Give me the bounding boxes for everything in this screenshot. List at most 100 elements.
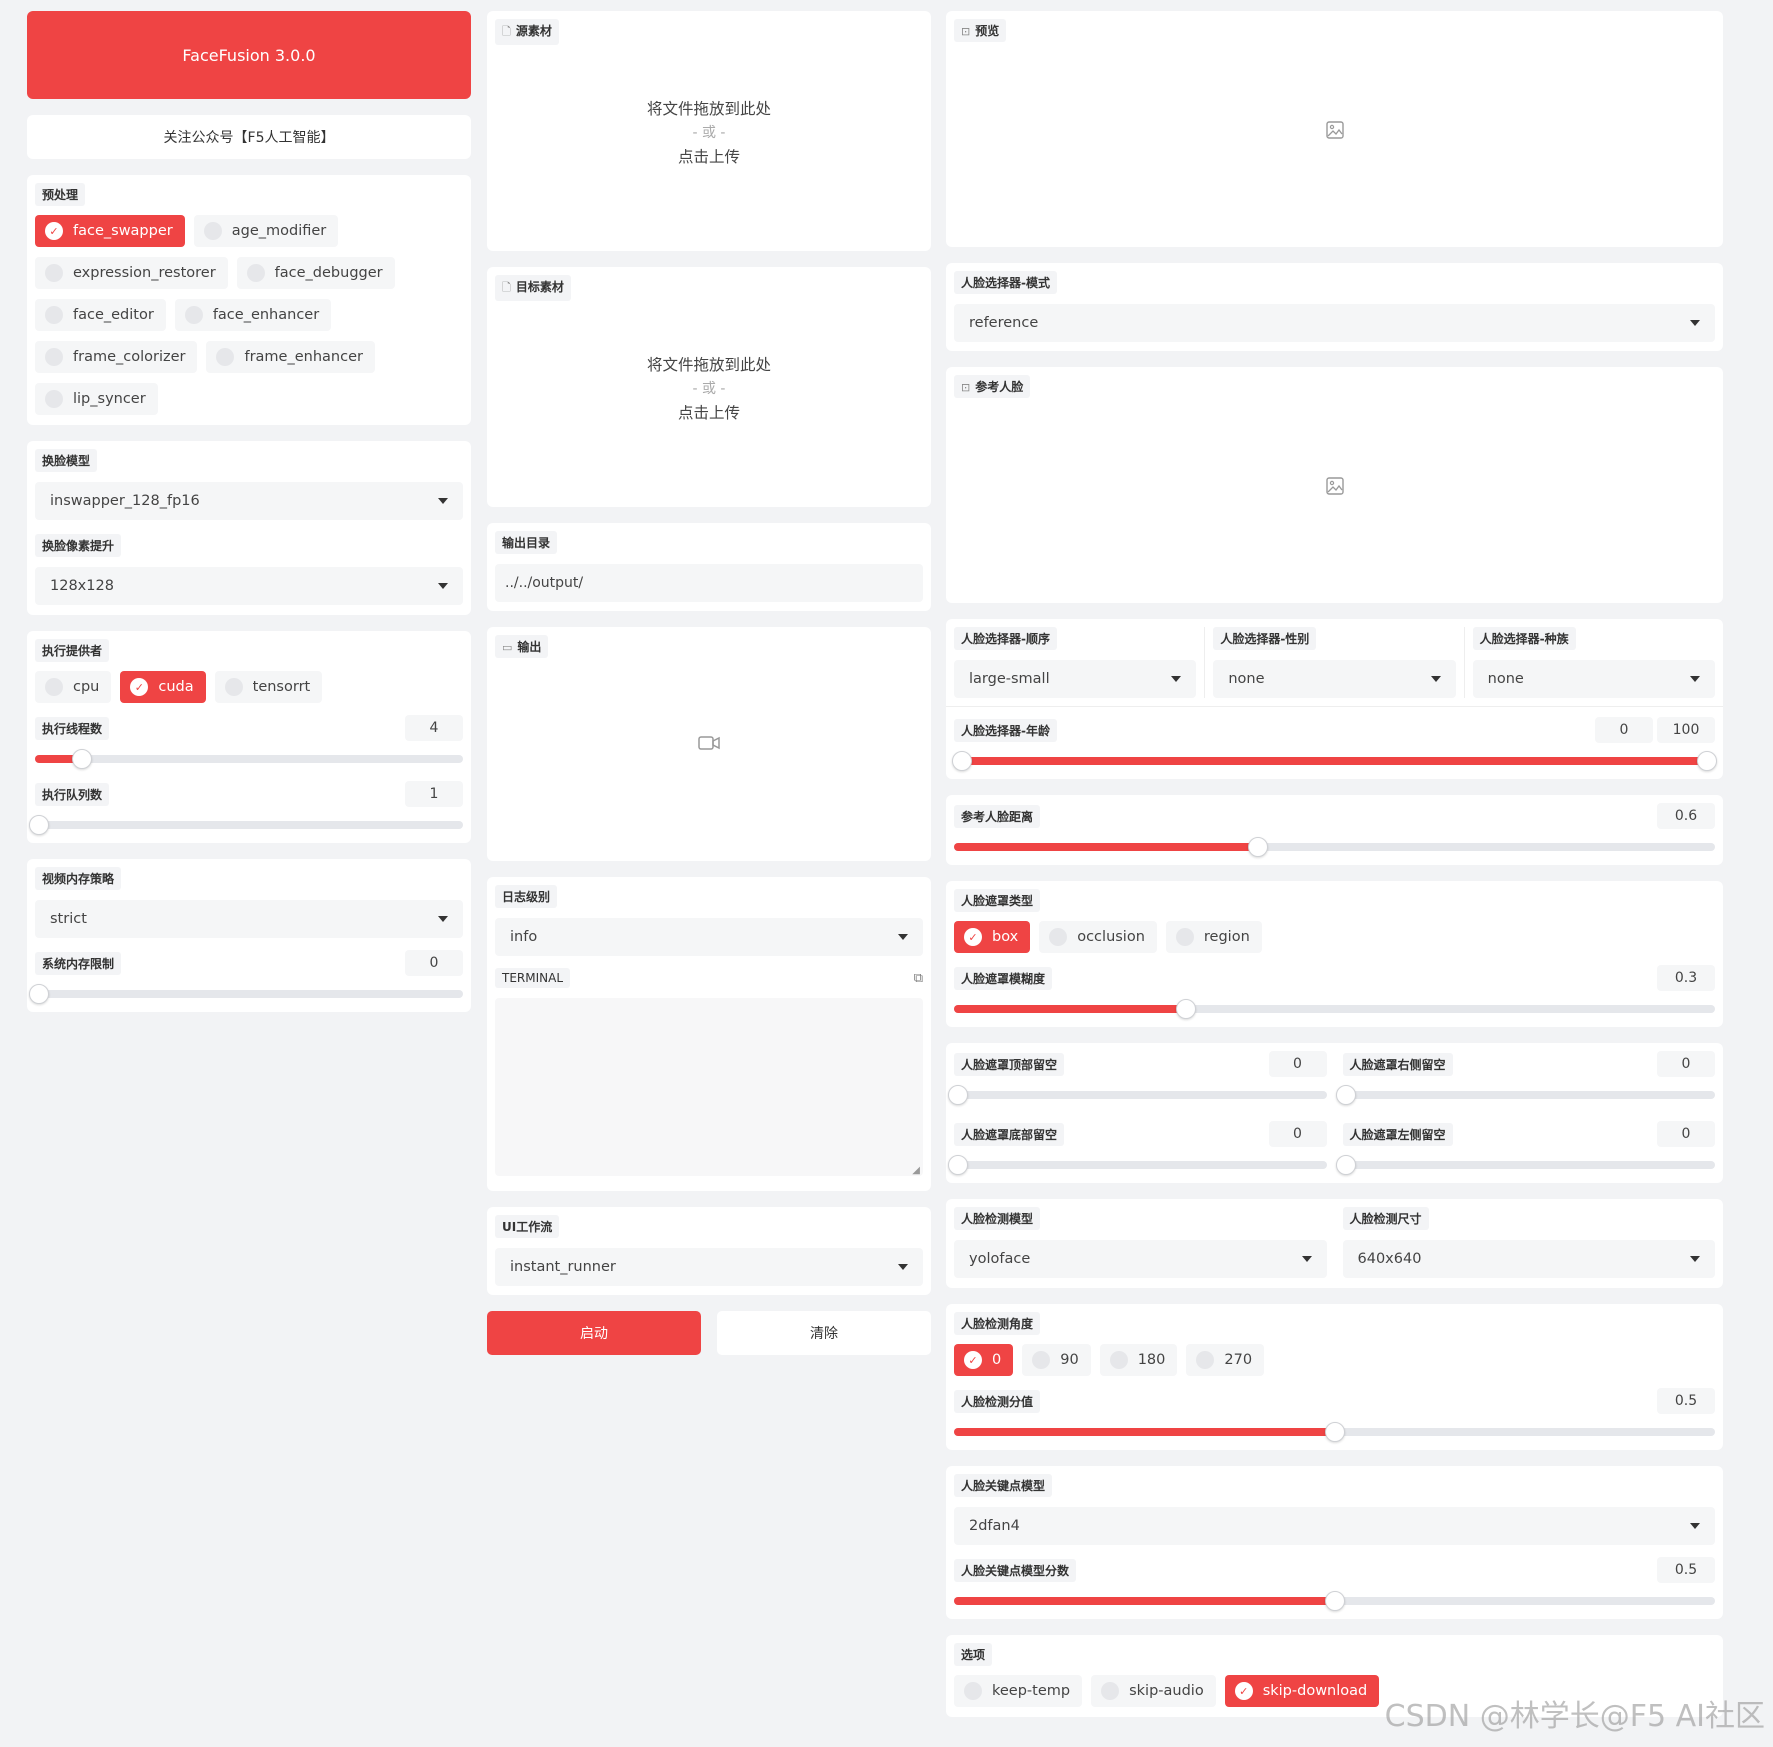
execution-threads-input[interactable]: 4 [405,715,463,741]
face-selector-age-min-input[interactable]: 0 [1595,717,1653,743]
face-detector-score-input[interactable]: 0.5 [1657,1388,1715,1414]
slider-thumb[interactable] [1248,837,1269,857]
slider-thumb[interactable] [1324,1591,1345,1611]
checkbox-face-enhancer[interactable]: face_enhancer [174,299,332,331]
face-selector-mode-select[interactable]: reference [954,304,1715,342]
checkbox-lip-syncer[interactable]: lip_syncer [35,383,158,415]
right-column: ⊡ 预览 人脸选择器-模式 reference ⊡ 参考人脸 人脸选择器-顺序 la… [946,11,1723,1733]
reference-distance-input[interactable]: 0.6 [1657,803,1715,829]
checkbox-face-debugger[interactable]: face_debugger [236,257,395,289]
memory-limit-label: 系统内存限制 [35,951,122,975]
execution-threads-slider[interactable] [35,749,463,769]
copy-icon[interactable]: ⧉ [913,970,923,986]
swap-pixel-boost-value: 128x128 [50,578,114,594]
slider-thumb-max[interactable] [1697,751,1718,771]
face-mask-pad-left-slider[interactable] [1336,1155,1715,1175]
checkbox-cuda[interactable]: ✓ cuda [120,671,206,703]
slider-thumb[interactable] [29,815,50,835]
preview-image-placeholder [954,42,1715,217]
face-mask-pad-top: 人脸遮罩顶部留空 0 [947,1051,1327,1105]
checkbox-270[interactable]: 270 [1186,1344,1265,1376]
face-detector-model-select[interactable]: yoloface [954,1240,1327,1278]
checkbox-box[interactable]: ✓ box [954,921,1031,953]
checkbox-frame-enhancer[interactable]: frame_enhancer [206,341,375,373]
checkbox-skip-audio[interactable]: skip-audio [1091,1675,1216,1707]
terminal-output[interactable]: ◢ [495,998,923,1176]
slider-thumb-min[interactable] [951,751,972,771]
checkbox-cpu[interactable]: cpu [35,671,112,703]
source-upload-dropzone[interactable]: 将文件拖放到此处 - 或 - 点击上传 [495,63,923,203]
execution-queue-input[interactable]: 1 [405,781,463,807]
checkbox-region[interactable]: region [1165,921,1262,953]
chevron-down-icon [1690,320,1700,326]
face-selector-gender-select[interactable]: none [1213,660,1456,698]
checkmark-icon: ✓ [1234,1682,1253,1700]
execution-queue-slider[interactable] [29,815,463,835]
ui-workflow-select[interactable]: instant_runner [495,1248,923,1286]
face-selector-gender: 人脸选择器-性别 none [1205,627,1465,698]
memory-limit-input[interactable]: 0 [405,950,463,976]
checkbox-face-swapper[interactable]: ✓ face_swapper [35,215,185,247]
image-placeholder-icon [1325,476,1344,495]
face-detector-angle-panel: 人脸检测角度 ✓ 0 90 180 270 人脸检测分值 0.5 [946,1304,1723,1450]
checkbox-frame-colorizer[interactable]: frame_colorizer [35,341,198,373]
resize-handle-icon[interactable]: ◢ [912,1165,920,1176]
face-mask-panel: 人脸遮罩类型 ✓ box occlusion region 人脸遮罩模糊度 0.3 [946,881,1723,1027]
landmarker-score-slider[interactable] [954,1591,1715,1611]
chevron-down-icon [1301,1256,1312,1262]
checkbox-90[interactable]: 90 [1022,1344,1091,1376]
landmarker-model-select[interactable]: 2dfan4 [954,1507,1715,1545]
face-mask-pad-bottom-slider[interactable] [947,1155,1327,1175]
face-mask-blur-slider[interactable] [954,999,1715,1019]
checkbox-empty-icon [45,264,63,282]
checkbox-occlusion[interactable]: occlusion [1039,921,1157,953]
output-dir-input[interactable]: ../../output/ [495,564,923,602]
face-mask-pad-bottom-input[interactable]: 0 [1268,1121,1327,1147]
checkbox-tensorrt[interactable]: tensorrt [214,671,323,703]
swap-model-select[interactable]: inswapper_128_fp16 [35,482,463,520]
checkbox-expression-restorer[interactable]: expression_restorer [35,257,228,289]
face-mask-pad-left-input[interactable]: 0 [1657,1121,1715,1147]
slider-thumb[interactable] [947,1155,968,1175]
reference-distance-slider[interactable] [954,837,1715,857]
face-selector-race-select[interactable]: none [1472,660,1715,698]
slider-thumb[interactable] [72,749,93,769]
slider-thumb[interactable] [1336,1155,1357,1175]
face-mask-blur-input[interactable]: 0.3 [1657,965,1715,991]
checkbox-face-editor[interactable]: face_editor [35,299,166,331]
clear-button[interactable]: 清除 [717,1311,931,1355]
face-selector-order-select[interactable]: large-small [954,660,1197,698]
checkbox-0[interactable]: ✓ 0 [954,1344,1014,1376]
slider-thumb[interactable] [29,984,50,1004]
memory-limit-slider[interactable] [29,984,463,1004]
slider-thumb[interactable] [1324,1422,1345,1442]
preview-label-text: 预览 [975,24,1000,38]
checkbox-skip-download[interactable]: ✓ skip-download [1224,1675,1380,1707]
face-mask-pad-right-input[interactable]: 0 [1657,1051,1715,1077]
face-mask-pad-top-slider[interactable] [947,1085,1327,1105]
slider-thumb[interactable] [947,1085,968,1105]
chevron-down-icon [1430,676,1441,682]
face-selector-age-max-input[interactable]: 100 [1657,717,1715,743]
checkbox-keep-temp[interactable]: keep-temp [954,1675,1083,1707]
slider-fill [954,1005,1187,1013]
face-detector-model-label: 人脸检测模型 [954,1207,1041,1230]
face-mask-pad-top-input[interactable]: 0 [1268,1051,1327,1077]
face-detector-score-slider[interactable] [954,1422,1715,1442]
checkbox-age-modifier[interactable]: age_modifier [193,215,339,247]
checkbox-empty-icon [1049,928,1068,946]
face-mask-pad-right-slider[interactable] [1336,1085,1715,1105]
face-selector-age-range-slider[interactable] [951,751,1718,771]
log-level-select[interactable]: info [495,918,923,956]
slider-thumb[interactable] [1176,999,1197,1019]
start-button[interactable]: 启动 [487,1311,701,1355]
face-detector-size-select[interactable]: 640x640 [1342,1240,1715,1278]
app-title-button[interactable]: FaceFusion 3.0.0 [27,11,471,99]
swap-pixel-boost-label: 换脸像素提升 [35,534,122,557]
memory-strategy-select[interactable]: strict [35,900,463,938]
checkbox-180[interactable]: 180 [1099,1344,1178,1376]
swap-pixel-boost-select[interactable]: 128x128 [35,567,463,605]
landmarker-score-input[interactable]: 0.5 [1657,1557,1715,1583]
slider-thumb[interactable] [1336,1085,1357,1105]
target-upload-dropzone[interactable]: 将文件拖放到此处 - 或 - 点击上传 [495,319,923,459]
